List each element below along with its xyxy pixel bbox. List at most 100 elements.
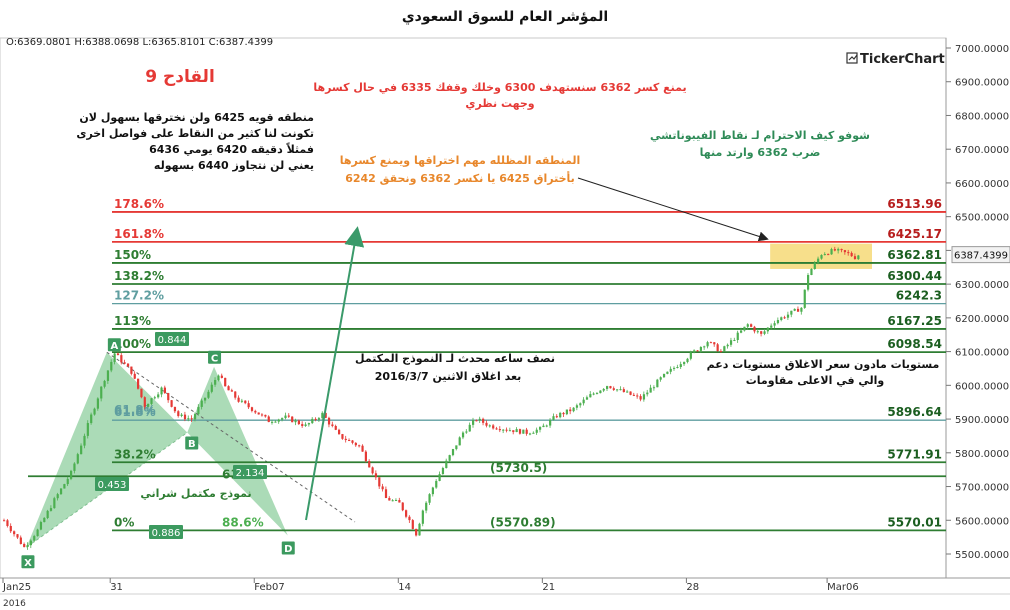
candle-body bbox=[257, 412, 260, 415]
candle-body bbox=[716, 344, 719, 352]
candle-body bbox=[512, 430, 515, 433]
candle-body bbox=[729, 340, 733, 345]
candle-body bbox=[451, 449, 455, 456]
note-right: مستويات مادون سعر الاغلاق مستويات دعم وا… bbox=[707, 358, 940, 387]
candle-body bbox=[766, 327, 769, 332]
fib-percent-1: 161.8% bbox=[114, 227, 164, 241]
candle-body bbox=[3, 520, 6, 522]
candle-body bbox=[535, 429, 538, 433]
trigger-label: القادح 9 bbox=[145, 67, 215, 87]
note-teal-line-1: شوفو كيف الاحترام لـ نقاط الفيبوناتشي bbox=[650, 129, 870, 142]
candle-body bbox=[26, 545, 29, 547]
candle-body bbox=[539, 427, 542, 430]
candle-body bbox=[853, 256, 857, 260]
candle-body bbox=[126, 363, 130, 367]
y-tick-label: 6100.0000 bbox=[955, 348, 1009, 359]
candle-body bbox=[679, 364, 682, 368]
y-tick-label: 6800.0000 bbox=[955, 111, 1009, 122]
candle-body bbox=[592, 393, 595, 395]
candle-body bbox=[827, 254, 830, 256]
ratio-label-0: 0.844 bbox=[158, 335, 187, 346]
candle-body bbox=[666, 371, 669, 374]
x-tick-label: Jan25 bbox=[2, 582, 31, 593]
candle-body bbox=[137, 378, 140, 389]
note-orange-line-2: بأختراق 6425 يا نكسر 6362 ونحقق 6242 bbox=[345, 171, 575, 185]
pattern-point-d: D bbox=[284, 544, 292, 555]
candle-body bbox=[106, 370, 110, 381]
pattern-point-b: B bbox=[188, 439, 196, 450]
note-left-line-2: تكونت لنا كثير من النقاط على فواصل اخرى bbox=[76, 127, 314, 140]
candle-body bbox=[545, 425, 548, 427]
candle-body bbox=[140, 388, 143, 398]
candle-body bbox=[180, 414, 183, 416]
candle-body bbox=[43, 518, 46, 523]
candle-body bbox=[455, 445, 458, 450]
pattern-point-x: X bbox=[24, 558, 32, 569]
candle-body bbox=[780, 317, 783, 321]
candle-body bbox=[210, 384, 213, 392]
candle-body bbox=[341, 434, 344, 439]
candle-body bbox=[100, 386, 103, 399]
candle-body bbox=[271, 421, 274, 423]
note-left-line-1: منطقه قويه 6425 ولن نخترقها بسهول لان bbox=[79, 111, 314, 124]
ratio-box-2 bbox=[233, 465, 267, 479]
candle-body bbox=[850, 252, 853, 257]
candle-body bbox=[284, 415, 287, 419]
candle-body bbox=[790, 310, 793, 315]
y-tick-label: 7000.0000 bbox=[955, 44, 1009, 55]
note-middle-line-1: نصف ساعه محدث لـ النموذج المكتمل bbox=[355, 352, 555, 366]
candle-body bbox=[522, 429, 525, 434]
candle-body bbox=[378, 477, 381, 487]
candle-body bbox=[659, 377, 662, 380]
candle-body bbox=[495, 428, 498, 430]
candle-body bbox=[699, 347, 702, 351]
candle-body bbox=[843, 250, 847, 253]
candle-body bbox=[217, 375, 220, 380]
candle-body bbox=[277, 419, 280, 422]
candle-body bbox=[622, 389, 625, 393]
candle-body bbox=[39, 522, 43, 530]
candle-body bbox=[250, 407, 254, 411]
level-5730-label: (5730.5) bbox=[490, 461, 547, 475]
candle-body bbox=[29, 540, 32, 546]
candle-body bbox=[488, 425, 491, 427]
candle-body bbox=[582, 399, 585, 404]
chart-title: المؤشر العام للسوق السعودي bbox=[402, 9, 608, 26]
candle-body bbox=[552, 416, 555, 420]
candle-body bbox=[338, 429, 341, 435]
candle-body bbox=[368, 461, 371, 468]
candle-body bbox=[485, 422, 488, 426]
candle-body bbox=[49, 508, 53, 511]
candle-body bbox=[374, 473, 378, 478]
logo-mark-icon bbox=[846, 52, 858, 64]
candle-body bbox=[760, 331, 763, 334]
candle-body bbox=[465, 431, 468, 433]
candle-body bbox=[428, 494, 431, 503]
candle-body bbox=[183, 414, 187, 420]
y-tick-label: 6700.0000 bbox=[955, 145, 1009, 156]
candle-body bbox=[391, 500, 394, 502]
ratio-box-3 bbox=[149, 525, 183, 539]
ohlc-readout: O:6369.0801 H:6388.0698 L:6365.8101 C:63… bbox=[6, 37, 273, 48]
candle-body bbox=[438, 474, 441, 481]
candle-body bbox=[187, 418, 190, 420]
fib-percent-5: 113% bbox=[114, 314, 151, 328]
fib-value-2: 6362.81 bbox=[887, 248, 942, 262]
candle-body bbox=[70, 470, 73, 479]
candle-body bbox=[703, 346, 706, 348]
candle-body bbox=[66, 478, 69, 485]
candle-body bbox=[90, 414, 93, 424]
pattern-point-d-marker bbox=[281, 541, 295, 555]
x-tick-label: 31 bbox=[110, 582, 123, 593]
candle-body bbox=[418, 523, 421, 536]
candle-body bbox=[327, 417, 331, 425]
fib-value-7: 5896.64 bbox=[887, 405, 942, 419]
candle-body bbox=[753, 326, 756, 332]
candle-body bbox=[709, 342, 713, 344]
note-right-line-2: والي في الاعلى مقاومات bbox=[746, 374, 885, 387]
ratio-618-a: 61.8% bbox=[114, 403, 156, 417]
y-tick-label: 5500.0000 bbox=[955, 550, 1009, 561]
candle-body bbox=[619, 389, 622, 391]
candle-body bbox=[415, 528, 418, 536]
